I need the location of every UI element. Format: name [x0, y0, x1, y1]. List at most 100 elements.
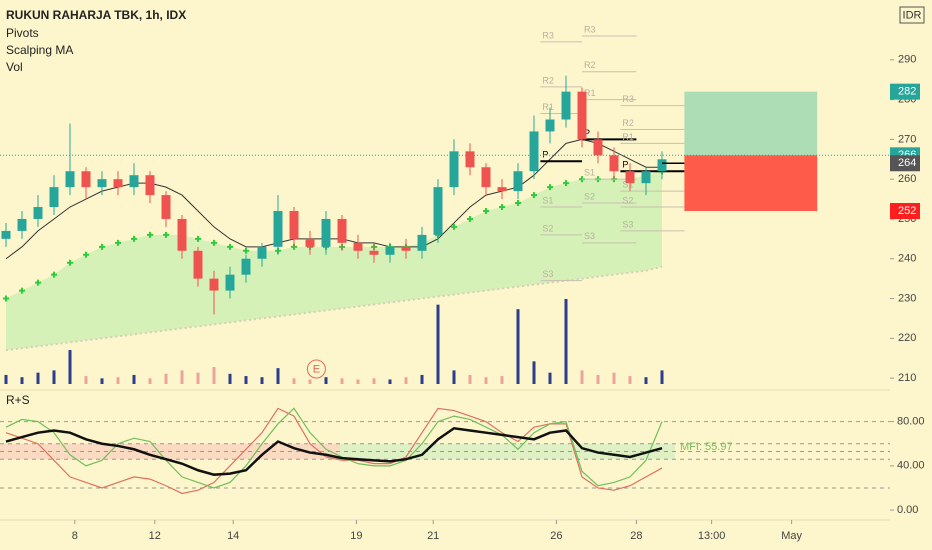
- y-tick-label: 220: [898, 332, 916, 344]
- oscillator-value: MFI: 55.97: [680, 441, 733, 453]
- candle-body: [81, 171, 91, 188]
- indicator-label: Scalping MA: [6, 43, 73, 57]
- pivot-label: R3: [584, 24, 596, 34]
- candle-body: [305, 238, 315, 247]
- scalping-ma-point: [451, 223, 457, 230]
- volume-bar: [436, 304, 440, 384]
- pivot-label: S3: [622, 219, 633, 229]
- candle-body: [401, 246, 411, 251]
- pivot-label: S2: [542, 223, 553, 233]
- pivot-label: R1: [584, 88, 596, 98]
- ma-line: [5, 138, 662, 260]
- pivot-label: R2: [542, 75, 554, 85]
- y-tick-label: 240: [898, 253, 916, 265]
- candle-body: [609, 155, 619, 172]
- volume-bar: [292, 378, 296, 384]
- candle-body: [257, 246, 267, 259]
- volume-bar: [644, 377, 648, 384]
- oscillator-title: R+S: [6, 393, 30, 407]
- volume-bar: [84, 376, 88, 384]
- price-badge: [890, 203, 920, 220]
- scalping-ma-point: [99, 243, 105, 250]
- scalping-ma-point: [19, 287, 25, 294]
- x-tick-label: 8: [72, 530, 78, 542]
- candle-body: [417, 234, 427, 251]
- x-tick-label: May: [781, 530, 802, 542]
- volume-bar: [68, 350, 72, 384]
- pivot-label: R2: [584, 60, 596, 70]
- scalping-ma-point: [83, 251, 89, 258]
- volume-bar: [212, 367, 216, 384]
- pivot-label: R3: [622, 94, 634, 104]
- scalping-ma-point: [499, 204, 505, 211]
- scalping-ma-point: [483, 208, 489, 215]
- pivot-label: S2: [584, 191, 595, 201]
- volume-bar: [148, 378, 152, 384]
- candle-body: [369, 250, 379, 255]
- candle-body: [385, 246, 395, 255]
- price-badge-label: 264: [898, 157, 916, 169]
- x-tick-label: 26: [550, 530, 562, 542]
- x-tick-label: 21: [427, 530, 439, 542]
- y-tick-label: 290: [898, 54, 916, 66]
- volume-bar: [404, 377, 408, 384]
- volume-bar: [340, 378, 344, 384]
- volume-bar: [36, 372, 40, 384]
- y-tick-label: 260: [898, 173, 916, 185]
- currency[interactable]: IDR: [903, 9, 922, 21]
- y-tick-label: 210: [898, 372, 916, 384]
- volume-bar: [532, 361, 536, 384]
- volume-bar: [116, 377, 120, 384]
- pivot-label: S1: [584, 168, 595, 178]
- scalping-ma-point: [67, 259, 73, 266]
- y2-tick-label: 80.00: [897, 416, 925, 428]
- volume-bar: [468, 374, 472, 384]
- pivot-label: S3: [584, 231, 595, 241]
- volume-bar: [516, 309, 520, 384]
- candle-body: [17, 218, 27, 231]
- candle-body: [65, 171, 75, 188]
- candle-body: [273, 211, 283, 247]
- candle-body: [321, 218, 331, 247]
- candle-body: [97, 179, 107, 188]
- candle-body: [193, 250, 203, 279]
- volume-bar: [52, 370, 56, 384]
- volume-bar: [324, 377, 328, 384]
- pivot-label: S1: [542, 195, 553, 205]
- volume-bar: [356, 379, 360, 384]
- candle-body: [513, 171, 523, 192]
- volume-bar: [196, 372, 200, 384]
- candle-body: [593, 139, 603, 156]
- candle-body: [481, 167, 491, 188]
- volume-bar: [596, 374, 600, 384]
- candle-body: [577, 91, 587, 140]
- scalping-ma-point: [115, 239, 121, 246]
- volume-bar: [484, 377, 488, 384]
- candle-body: [561, 91, 571, 120]
- volume-bar: [660, 370, 664, 384]
- volume-bar: [4, 374, 8, 384]
- x-tick-label: 14: [227, 530, 239, 542]
- candle-body: [161, 195, 171, 219]
- volume-bar: [180, 370, 184, 384]
- pivot-label: P: [542, 150, 548, 160]
- event-marker: [306, 359, 326, 379]
- candle-body: [497, 187, 507, 192]
- scalping-ma-point: [227, 243, 233, 250]
- stop-zone: [684, 155, 818, 212]
- candle-body: [177, 218, 187, 251]
- volume-bar: [276, 368, 280, 384]
- candle-body: [113, 179, 123, 188]
- candle-body: [289, 211, 299, 239]
- price-badge-label: 282: [898, 86, 916, 98]
- x-tick-label: 19: [350, 530, 362, 542]
- pivot-label: R3: [542, 30, 554, 40]
- pivot-label: R1: [542, 102, 554, 112]
- scalping-ma-point: [211, 239, 217, 246]
- candle-body: [33, 207, 43, 219]
- y2-tick-label: 40.00: [897, 460, 925, 472]
- currency-box[interactable]: [899, 6, 925, 24]
- chart-title: RUKUN RAHARJA TBK, 1h, IDX: [6, 8, 186, 22]
- oscillator-pane: [0, 407, 890, 495]
